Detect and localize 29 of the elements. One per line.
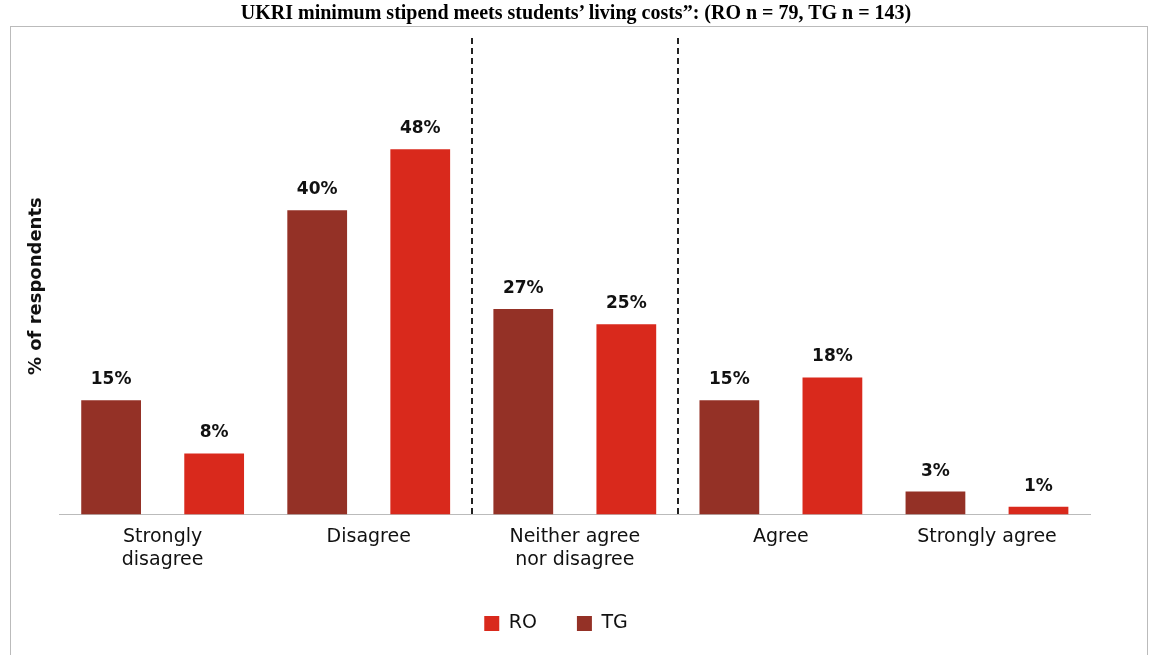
bar — [1008, 506, 1069, 515]
bar — [184, 453, 245, 515]
bar — [287, 210, 348, 515]
bar — [81, 400, 141, 515]
y-axis-title: % of respondents — [24, 197, 46, 376]
bar — [596, 324, 657, 515]
data-label: 8% — [199, 421, 229, 442]
x-tick-label: Agree — [752, 523, 809, 546]
data-label: 1% — [1024, 474, 1053, 495]
x-tick-label: Strongly agree — [917, 523, 1057, 546]
data-label: 3% — [921, 459, 950, 480]
bar — [493, 309, 554, 515]
legend-label: RO — [508, 610, 537, 633]
chart-title: UKRI minimum stipend meets students’ living costs”: (RO n = 79, TG n = 143) — [239, 0, 913, 24]
bar — [802, 377, 863, 515]
x-tick-label: Neither agree nor disagree — [509, 523, 641, 569]
legend-label: TG — [600, 610, 628, 633]
x-tick-label: Strongly disagree — [121, 523, 204, 569]
data-label: 48% — [399, 117, 441, 138]
bar — [905, 491, 966, 515]
data-label: 25% — [605, 292, 647, 313]
data-label: 27% — [502, 276, 544, 297]
data-label: 40% — [296, 178, 338, 199]
data-label: 15% — [709, 368, 750, 389]
bar — [390, 149, 451, 515]
x-tick-label: Disagree — [326, 523, 411, 546]
data-label: 15% — [90, 368, 132, 389]
bar — [699, 400, 760, 515]
data-label: 18% — [812, 345, 853, 366]
